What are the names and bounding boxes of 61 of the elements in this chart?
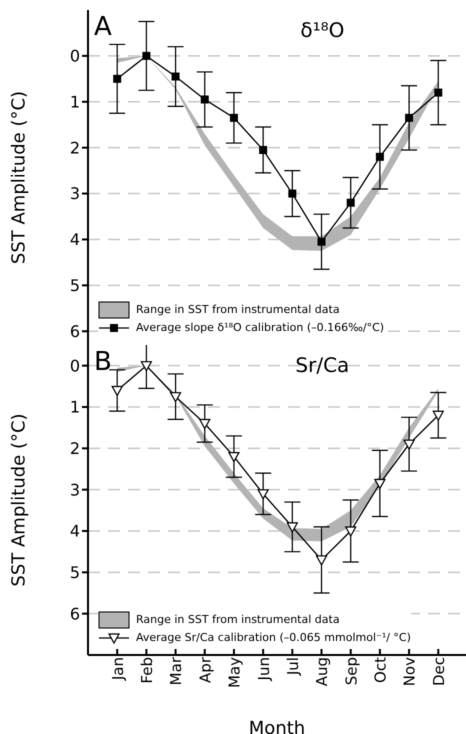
y-tick-label: 5: [70, 563, 80, 582]
annotation: A: [94, 12, 112, 42]
y-tick-label: 3: [70, 184, 80, 204]
x-tick-label: Dec: [430, 657, 448, 686]
y-axis-title: SST Amplitude (°C): [8, 413, 30, 587]
point: [170, 392, 182, 402]
x-tick-label: Nov: [400, 656, 419, 686]
x-axis-title: Month: [248, 718, 306, 734]
y-tick-label: 6: [70, 604, 80, 624]
point: [172, 72, 180, 81]
x-tick-label: Mar: [167, 656, 186, 686]
text: δ¹⁸O: [300, 18, 344, 42]
point: [432, 410, 444, 421]
text: Sr/Ca: [295, 353, 350, 377]
y-tick-label: 5: [70, 276, 80, 296]
point: [286, 522, 298, 532]
y-tick-label: 3: [70, 480, 80, 500]
y-axis-title: SST Amplitude (°C): [8, 90, 30, 264]
x-tick-label: Sep: [342, 657, 360, 686]
y-tick-label: 4: [70, 230, 80, 250]
y-tick-label: 0: [70, 356, 80, 376]
y-tick-label: 2: [70, 138, 80, 158]
point: [113, 74, 122, 83]
point: [228, 452, 240, 462]
annotation: B: [94, 347, 112, 377]
x-tick-label: Apr: [196, 656, 214, 683]
y-tick-label: 6: [70, 322, 80, 341]
point: [376, 152, 384, 161]
x-tick-label: Jun: [254, 657, 273, 682]
point: [434, 88, 442, 97]
point: [374, 478, 386, 490]
legend-label: Average Sr/Ca calibration (–0.065 mmolmol⁻¹/ °C): [136, 630, 411, 646]
y-tick-label: 0: [70, 46, 80, 66]
point: [318, 238, 326, 246]
point: [230, 114, 238, 122]
point: [288, 190, 296, 198]
point: [112, 386, 123, 396]
legend-label: Range in SST from instrumental data: [136, 612, 340, 628]
point: [405, 114, 414, 122]
point: [142, 52, 150, 60]
point: [258, 489, 269, 500]
y-tick-label: 2: [70, 439, 80, 458]
point: [403, 440, 415, 450]
legend-label: Average slope δ¹⁸O calibration (–0.166‰/°C): [136, 320, 384, 336]
point: [259, 146, 268, 154]
legend-label: Range in SST from instrumental data: [136, 302, 340, 318]
point: [199, 418, 210, 430]
x-tick-label: Jul: [284, 657, 302, 676]
point: [346, 198, 355, 207]
x-tick-label: Aug: [313, 657, 332, 686]
y-tick-label: 4: [70, 522, 80, 541]
y-tick-label: 1: [70, 92, 80, 112]
x-tick-label: Oct: [372, 656, 390, 683]
point: [345, 526, 356, 537]
point: [200, 95, 209, 104]
point: [140, 361, 152, 372]
x-tick-label: Feb: [138, 657, 156, 684]
x-tick-label: Jan: [108, 657, 127, 682]
y-tick-label: 1: [70, 398, 80, 417]
x-tick-label: May: [226, 656, 244, 688]
point: [316, 555, 328, 566]
